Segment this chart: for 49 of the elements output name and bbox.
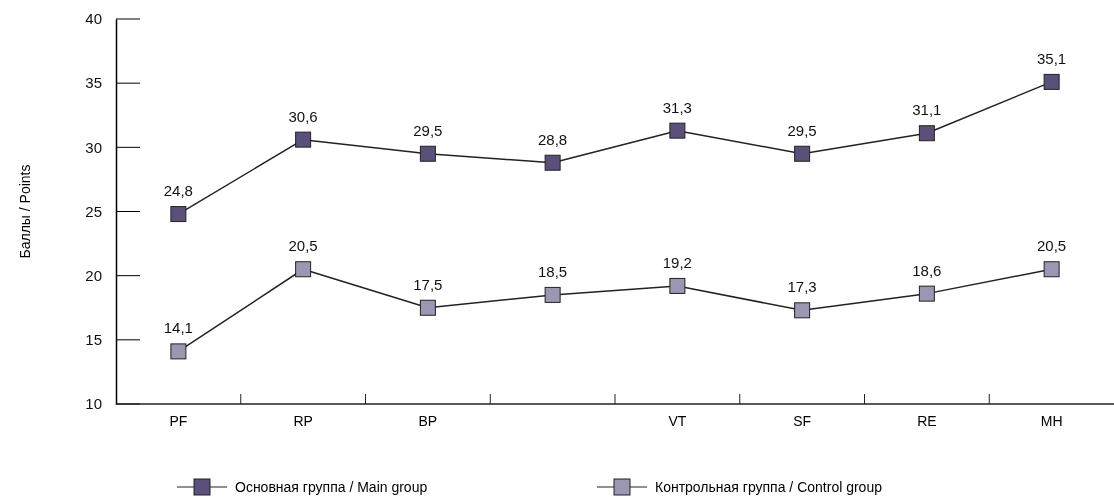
y-tick-label: 30 — [85, 138, 102, 156]
point — [918, 285, 935, 302]
data-label: 17,5 — [413, 275, 443, 293]
data-label: 29,5 — [413, 121, 443, 139]
data-label: 35,1 — [1037, 49, 1067, 67]
point — [1043, 73, 1060, 90]
legend-label: Контрольная группа / Control group — [655, 478, 883, 495]
point — [170, 343, 187, 360]
y-tick-label: 35 — [85, 74, 102, 92]
x-tick-label: RE — [917, 413, 937, 429]
data-label: 29,5 — [787, 121, 817, 139]
point — [1043, 261, 1060, 278]
data-label: 20,5 — [1037, 237, 1067, 255]
data-label: 30,6 — [288, 107, 318, 125]
legend-label: Основная группа / Main group — [235, 478, 428, 495]
point — [669, 122, 686, 139]
data-label: 17,3 — [787, 278, 817, 296]
x-tick-label: PF — [169, 413, 188, 429]
point — [544, 286, 561, 303]
y-axis-title: Баллы / Points — [17, 164, 33, 259]
data-label: 31,1 — [912, 101, 942, 119]
point — [794, 145, 811, 162]
y-tick-label: 10 — [85, 395, 102, 413]
point — [669, 277, 686, 294]
point — [419, 299, 436, 316]
x-tick-label: SF — [793, 413, 812, 429]
x-tick-label: VT — [668, 413, 687, 429]
point — [295, 261, 312, 278]
data-label: 18,5 — [538, 262, 568, 280]
x-tick-label: RP — [293, 413, 313, 429]
point — [170, 206, 187, 223]
point — [918, 125, 935, 142]
point — [295, 131, 312, 148]
data-label: 24,8 — [163, 182, 193, 200]
y-tick-label: 40 — [85, 10, 102, 28]
point — [544, 154, 561, 171]
y-tick-label: 20 — [85, 266, 102, 284]
data-label: 31,3 — [662, 98, 692, 116]
y-tick-label: 25 — [85, 202, 102, 220]
y-tick-label: 15 — [85, 331, 102, 349]
x-tick-label: MH — [1040, 413, 1063, 429]
point — [419, 145, 436, 162]
x-tick-label: BP — [418, 413, 438, 429]
data-label: 20,5 — [288, 237, 318, 255]
data-label: 18,6 — [912, 261, 942, 279]
point — [794, 302, 811, 319]
data-label: 19,2 — [662, 253, 692, 271]
data-label: 14,1 — [163, 319, 193, 337]
data-label: 28,8 — [538, 130, 568, 148]
